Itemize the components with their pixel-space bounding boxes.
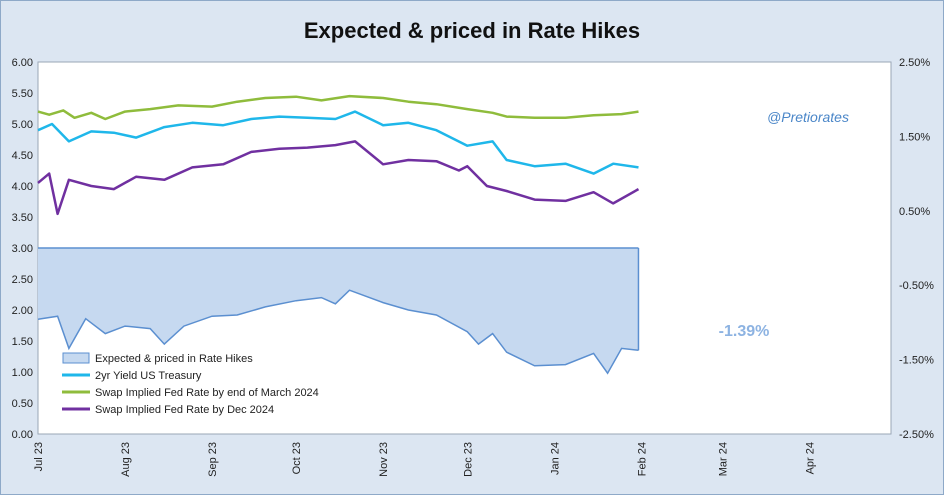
- y2-tick-label: -2.50%: [899, 429, 934, 441]
- area-rate-hikes: [38, 248, 639, 374]
- legend: Expected & priced in Rate Hikes 2yr Yield…: [62, 352, 319, 416]
- x-tick-label: Aug 23: [120, 442, 132, 477]
- x-tick-label: Feb 24: [636, 442, 648, 476]
- y-tick-label: 1.00: [12, 367, 33, 379]
- y-tick-label: 6.00: [12, 57, 33, 69]
- x-axis-labels: Jul 23 Aug 23 Sep 23 Oct 23 Nov 23 Dec 23 Jan …: [33, 442, 817, 477]
- lines-layer: [37, 94, 640, 216]
- watermark-text: @Pretiorates: [767, 109, 849, 125]
- series-line-swap_dec: [37, 140, 640, 216]
- area-layer: [37, 247, 640, 375]
- y2-tick-label: -1.50%: [899, 355, 934, 367]
- y-tick-label: 3.50: [12, 212, 33, 224]
- legend-swatch-area: [62, 352, 90, 364]
- y-tick-label: 5.50: [12, 88, 33, 100]
- x-tick-label: Jan 24: [549, 442, 561, 475]
- chart-title: Expected & priced in Rate Hikes: [303, 18, 641, 43]
- x-tick-label: Sep 23: [207, 442, 219, 477]
- right-axis-labels: -2.50% -1.50% -0.50% 0.50% 1.50% 2.50%: [899, 57, 934, 441]
- x-tick-label: Apr 24: [805, 442, 817, 474]
- legend-label: 2yr Yield US Treasury: [95, 370, 202, 382]
- y-tick-label: 2.50: [12, 274, 33, 286]
- annotation-text: -1.39%: [719, 323, 770, 340]
- series-line-rate-hikes: [37, 289, 639, 375]
- y-tick-label: 0.50: [12, 398, 33, 410]
- y-tick-label: 4.00: [12, 181, 33, 193]
- y-tick-label: 1.50: [12, 336, 33, 348]
- series-line-swap_march: [37, 94, 639, 121]
- left-axis-labels: 0.00 0.50 1.00 1.50 2.00 2.50 3.00 3.50 4.00 4.50…: [12, 57, 33, 441]
- legend-label: Swap Implied Fed Rate by Dec 2024: [95, 404, 274, 416]
- y-tick-label: 3.00: [12, 243, 33, 255]
- x-tick-label: Jul 23: [33, 442, 45, 471]
- y-tick-label: 5.00: [12, 119, 33, 131]
- legend-label: Expected & priced in Rate Hikes: [95, 353, 253, 365]
- x-tick-label: Mar 24: [718, 442, 730, 476]
- y2-tick-label: 0.50%: [899, 206, 930, 218]
- x-tick-label: Oct 23: [291, 442, 303, 474]
- y-tick-label: 4.50: [12, 150, 33, 162]
- y-tick-label: 2.00: [12, 305, 33, 317]
- legend-label: Swap Implied Fed Rate by end of March 20…: [95, 387, 319, 399]
- y2-tick-label: 2.50%: [899, 57, 930, 69]
- x-tick-label: Nov 23: [378, 442, 390, 477]
- x-tick-label: Dec 23: [462, 442, 474, 477]
- y-tick-label: 0.00: [12, 429, 33, 441]
- y2-tick-label: -0.50%: [899, 280, 934, 292]
- series-line-yield2: [37, 110, 639, 175]
- y2-tick-label: 1.50%: [899, 131, 930, 143]
